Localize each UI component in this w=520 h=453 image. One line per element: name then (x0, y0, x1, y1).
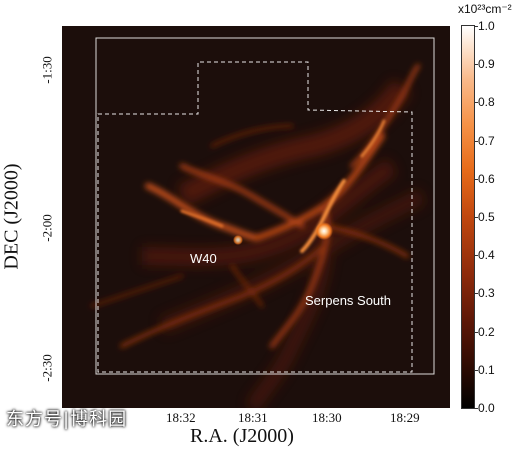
colorbar-tick-mark (474, 178, 478, 180)
colorbar-tick-label: 0.5 (478, 210, 495, 224)
colorbar-tick-mark (474, 102, 478, 104)
colorbar-tick-mark (474, 408, 478, 409)
colorbar-tick-label: 0.1 (478, 362, 495, 377)
x-axis-label: R.A. (J2000) (190, 425, 294, 447)
colorbar-tick-label: 0.3 (478, 286, 495, 301)
watermark-text: 东方号|博科园 (6, 409, 128, 430)
colorbar-tick-mark (474, 26, 478, 27)
region-label-w40: W40 (190, 251, 217, 266)
region-label-serpens-south: Serpens South (305, 293, 392, 308)
x-tick-label: 18:32 (166, 410, 196, 425)
colorbar-tick-label: 0.8 (478, 95, 495, 110)
colorbar-tick-label: 0.2 (478, 324, 495, 339)
survey-boundary (95, 37, 435, 375)
colorbar (461, 25, 475, 409)
dashed-region-boundary (97, 61, 413, 373)
colorbar-tick-mark (474, 140, 478, 142)
y-axis-label: DEC (J2000) (0, 163, 23, 270)
colorbar-tick-label: 0.9 (478, 57, 495, 72)
colorbar-tick-mark (474, 217, 478, 218)
y-tick-label: -2:30 (39, 354, 55, 382)
colorbar-tick-label: 0.4 (478, 248, 495, 263)
colorbar-tick-mark (474, 255, 478, 257)
column-density-map (62, 26, 450, 408)
colorbar-tick-label: 0.7 (478, 133, 495, 148)
y-tick-label: -1:30 (39, 56, 55, 84)
colorbar-tick-label: 0.6 (478, 171, 495, 186)
colorbar-tick-mark (474, 293, 478, 295)
colorbar-tick-label: 1.0 (478, 19, 495, 33)
x-tick-label: 18:31 (238, 410, 268, 425)
colorbar-tick-mark (474, 64, 478, 66)
y-tick-label: -2:00 (39, 214, 55, 242)
nebula-image (62, 26, 450, 408)
x-tick-label: 18:29 (390, 410, 420, 425)
x-tick-label: 18:30 (312, 410, 342, 425)
colorbar-tick-label: 0.0 (478, 401, 495, 415)
colorbar-tick-mark (474, 369, 478, 371)
colorbar-tick-mark (474, 331, 478, 333)
colorbar-unit: x10²³cm⁻² (458, 2, 512, 16)
